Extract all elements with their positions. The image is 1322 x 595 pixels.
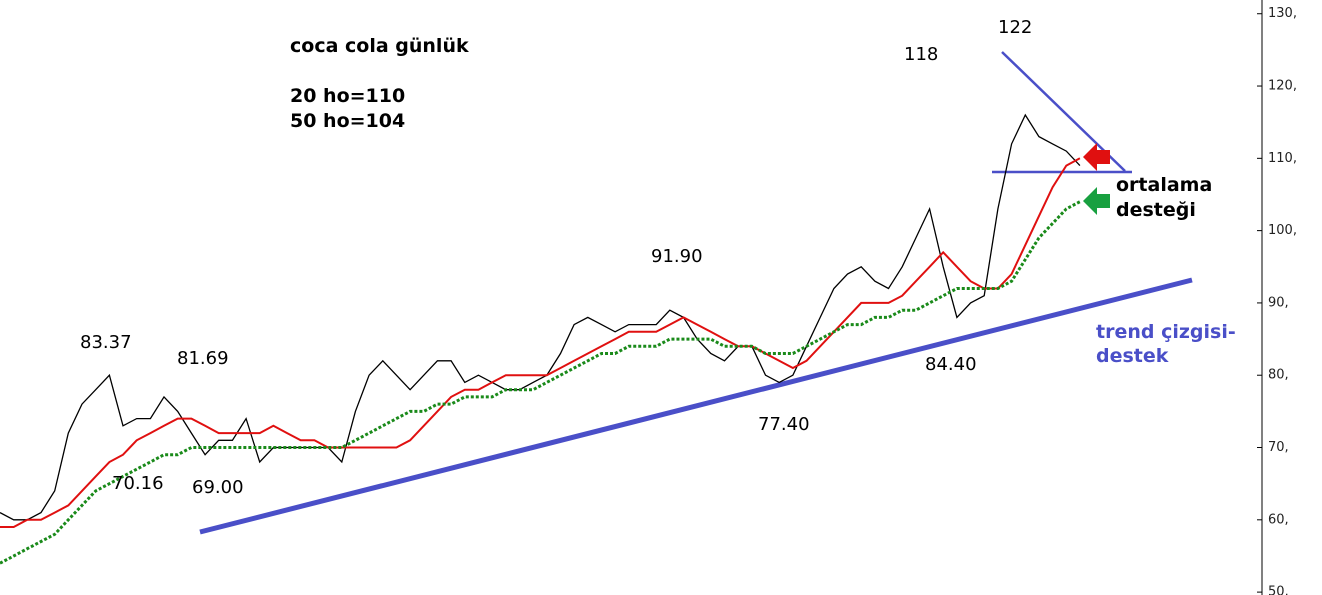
y-tick-label: 70, [1268, 440, 1289, 455]
moving-average [0, 157, 1081, 528]
note: ortalama [1116, 174, 1212, 196]
annotation: 81.69 [177, 348, 229, 369]
moving-average [0, 200, 1081, 565]
note: destek [1096, 345, 1169, 367]
price-line [0, 113, 1081, 521]
note: trend çizgisi- [1096, 321, 1236, 343]
y-tick-label: 60, [1268, 512, 1289, 527]
annotation: 77.40 [758, 414, 810, 435]
annotation: 84.40 [925, 354, 977, 375]
y-tick-label: 110, [1268, 151, 1297, 166]
red-arrow [1083, 143, 1110, 171]
trend-line [199, 277, 1193, 535]
y-tick-label: 120, [1268, 79, 1297, 94]
y-tick-label: 130, [1268, 6, 1297, 21]
note: desteği [1116, 199, 1196, 221]
annotation: 69.00 [192, 477, 244, 498]
annotation: 122 [998, 17, 1032, 38]
annotation: 70.16 [112, 473, 164, 494]
annotation: 91.90 [651, 246, 703, 267]
annotation: 118 [904, 44, 938, 65]
y-tick-label: 50, [1268, 585, 1289, 595]
annotation: 83.37 [80, 332, 132, 353]
y-tick-label: 100, [1268, 223, 1297, 238]
chart-title: coca cola günlük [290, 35, 469, 57]
green-arrow [1083, 187, 1110, 215]
y-tick-label: 80, [1268, 368, 1289, 383]
subtitle: 50 ho=104 [290, 110, 405, 132]
y-tick-label: 90, [1268, 295, 1289, 310]
subtitle: 20 ho=110 [290, 85, 405, 107]
